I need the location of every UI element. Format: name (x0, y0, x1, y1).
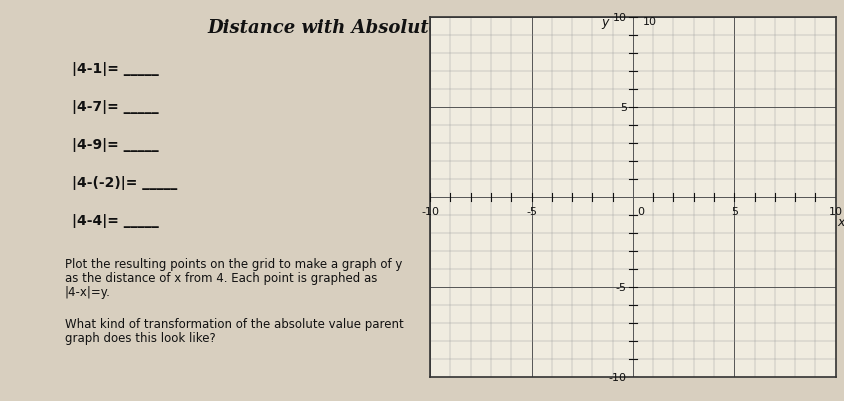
Text: |4-1|= _____: |4-1|= _____ (72, 62, 159, 76)
Text: as the distance of x from 4. Each point is graphed as: as the distance of x from 4. Each point … (65, 271, 377, 284)
Text: |4-4|= _____: |4-4|= _____ (72, 213, 159, 227)
Text: -10: -10 (420, 207, 439, 217)
Text: What kind of transformation of the absolute value parent: What kind of transformation of the absol… (65, 317, 403, 330)
Text: 10: 10 (828, 207, 841, 217)
Text: Plot the resulting points on the grid to make a graph of y: Plot the resulting points on the grid to… (65, 257, 402, 270)
Text: 10: 10 (642, 17, 657, 27)
Text: |4-7|= _____: |4-7|= _____ (72, 100, 159, 114)
Text: graph does this look like?: graph does this look like? (65, 331, 215, 344)
Text: |4-x|=y.: |4-x|=y. (65, 285, 111, 298)
Text: |4-(-2)|= _____: |4-(-2)|= _____ (72, 176, 177, 190)
Text: 0: 0 (636, 207, 643, 217)
Text: -5: -5 (615, 282, 626, 292)
Text: x: x (836, 215, 844, 229)
Text: -5: -5 (525, 207, 537, 217)
Text: Distance with Absolute Value: Distance with Absolute Value (208, 19, 502, 37)
Text: 5: 5 (730, 207, 737, 217)
Text: |4-9|= _____: |4-9|= _____ (72, 138, 159, 152)
Text: 5: 5 (619, 103, 626, 113)
Text: -10: -10 (608, 372, 626, 382)
Text: 10: 10 (612, 13, 626, 23)
Text: y: y (600, 16, 608, 29)
